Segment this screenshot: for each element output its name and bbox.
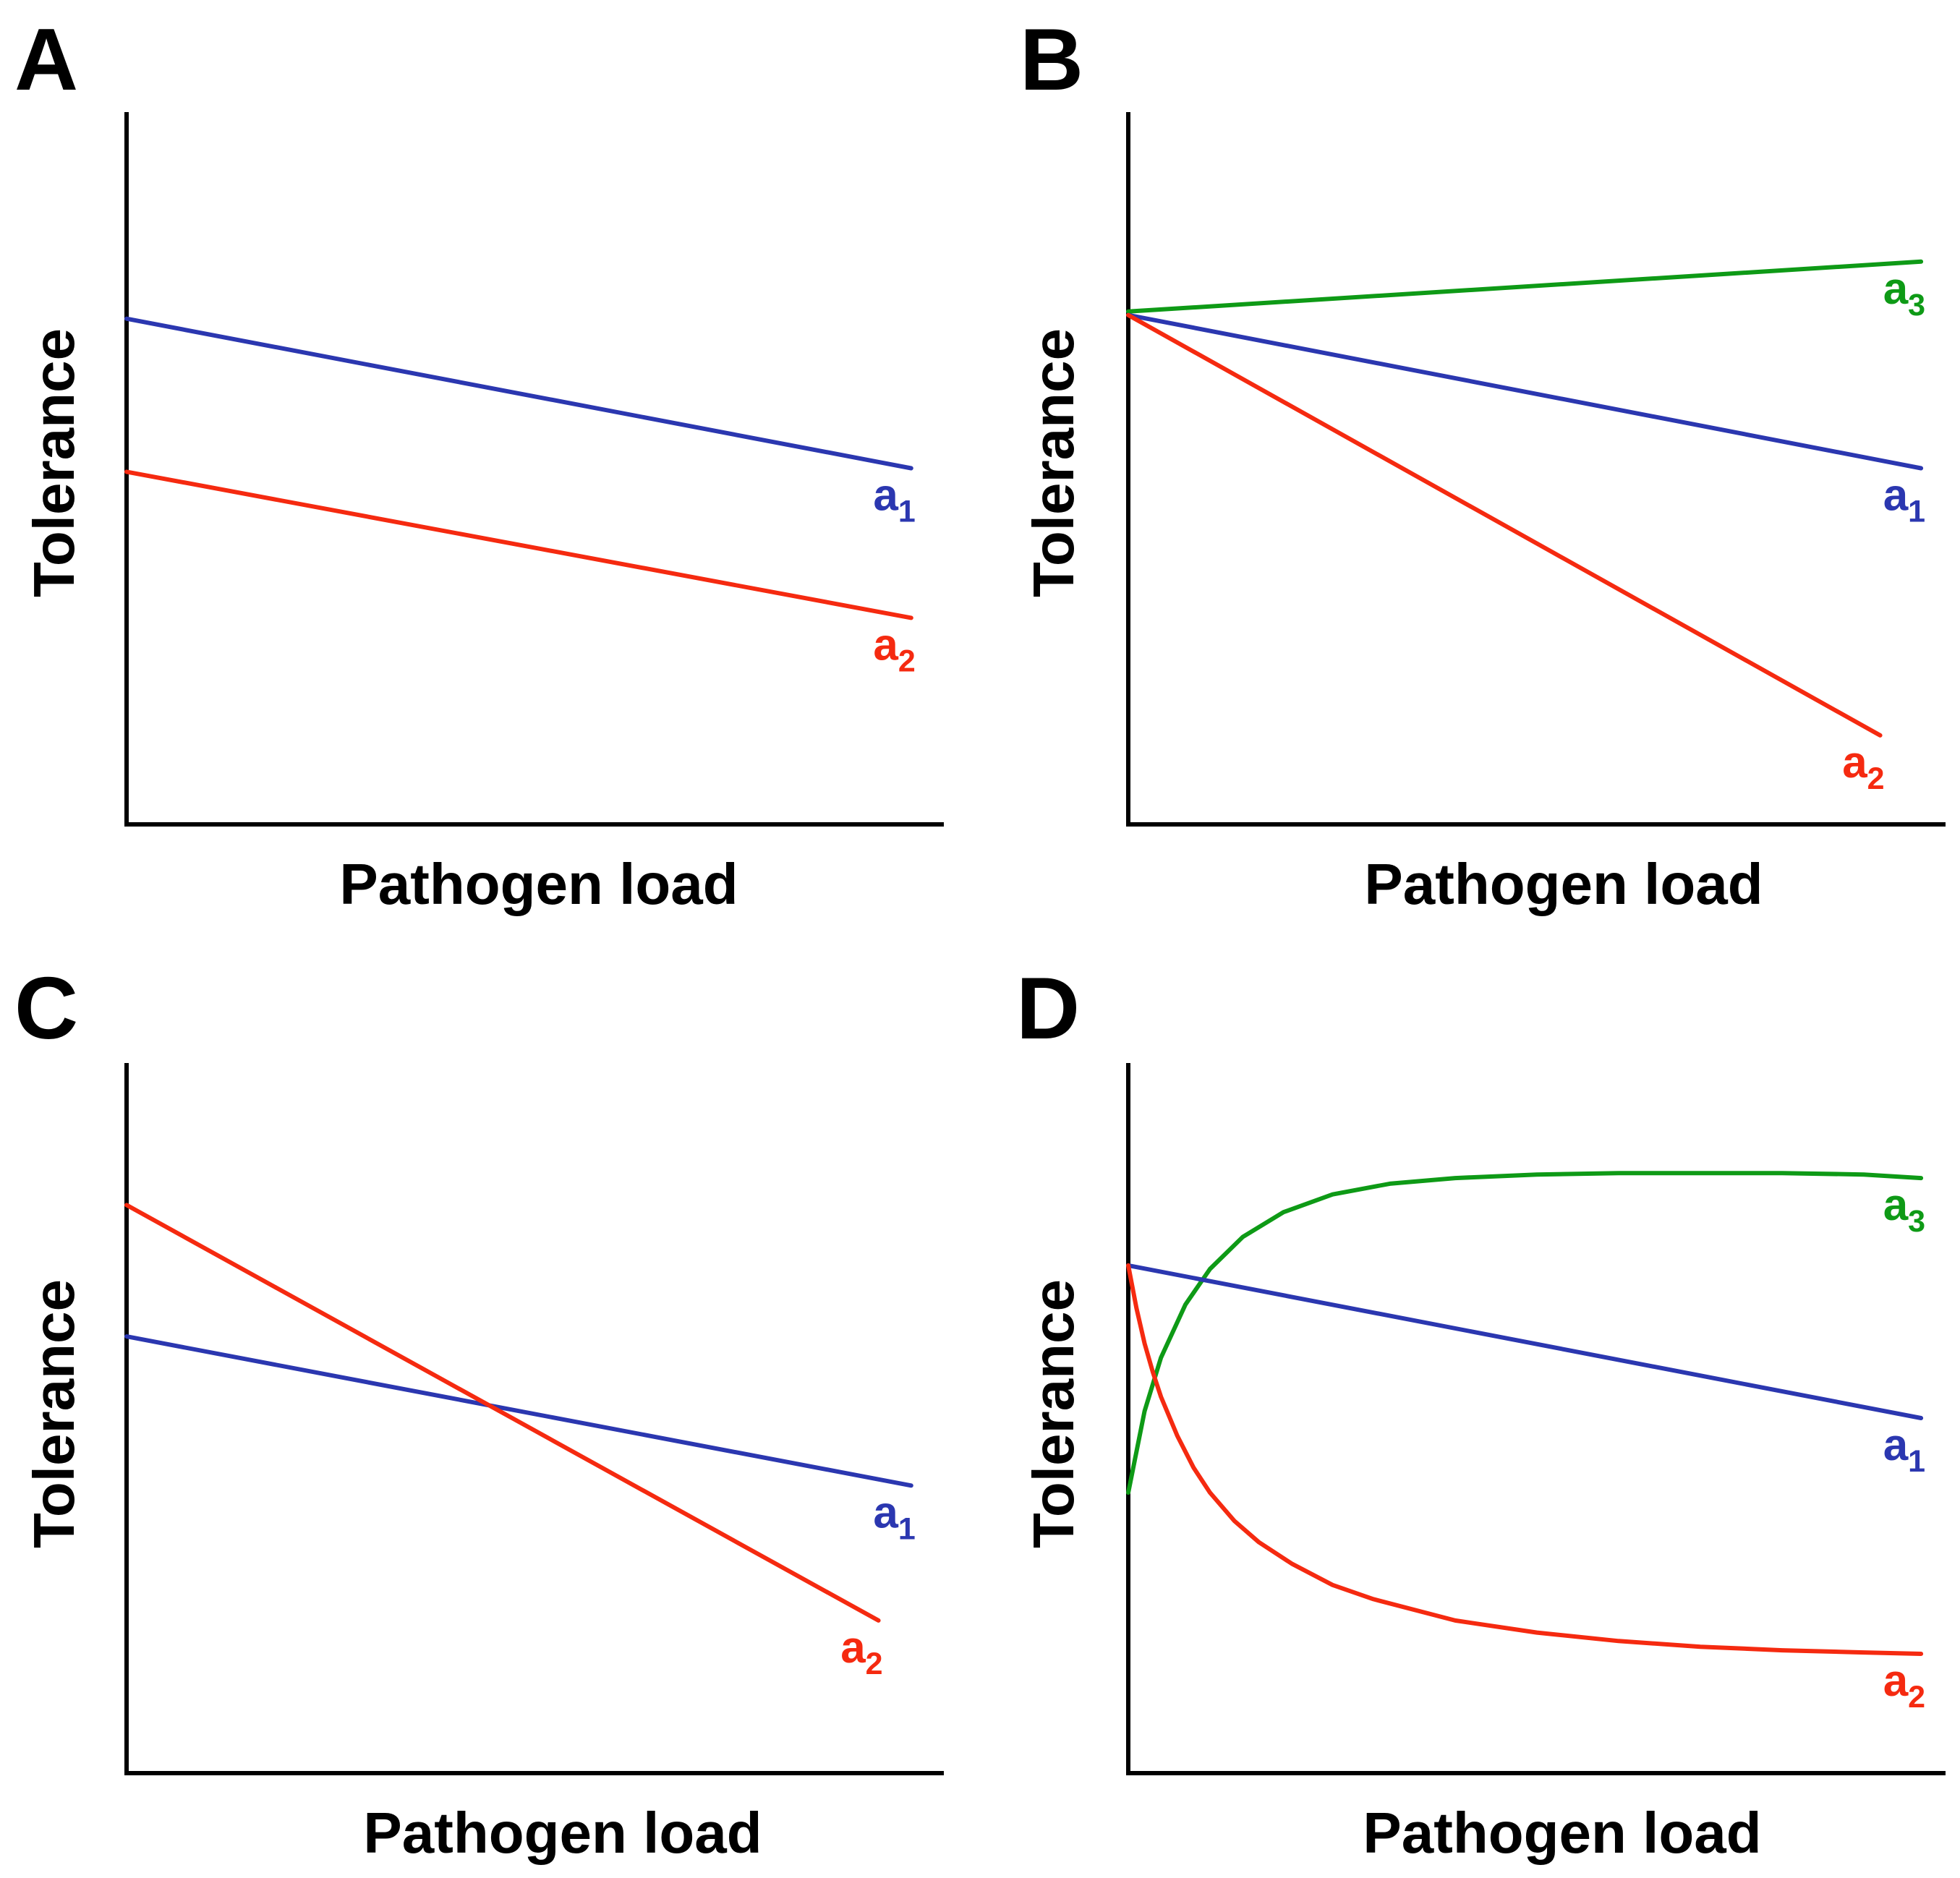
series-line-b-a2 bbox=[1126, 312, 1883, 738]
series-label-b-a2: a2 bbox=[1842, 738, 1884, 796]
panel-letter-c: C bbox=[14, 959, 78, 1057]
x-axis-title-b: Pathogen load bbox=[1364, 852, 1763, 916]
series-label-subscript-b-a3: 3 bbox=[1908, 288, 1925, 323]
axes-c bbox=[124, 1063, 944, 1775]
panel-letter-a: A bbox=[14, 10, 78, 108]
axes-a bbox=[124, 112, 944, 827]
y-axis-title-d: Tolerance bbox=[1021, 1279, 1086, 1548]
x-axis-title-c: Pathogen load bbox=[363, 1801, 762, 1865]
panel-letter-d: D bbox=[1016, 959, 1080, 1057]
series-label-subscript-d-a2: 2 bbox=[1908, 1680, 1925, 1715]
series-label-b-a1: a1 bbox=[1883, 471, 1925, 529]
panel-d: D Pathogen load Tolerance a3 a1 a2 bbox=[1016, 959, 1946, 1865]
series-group-b: a3 a1 a2 bbox=[1126, 259, 1925, 796]
series-label-b-a3: a3 bbox=[1883, 264, 1925, 323]
series-label-a-a2: a2 bbox=[873, 620, 915, 678]
series-label-d-a3: a3 bbox=[1883, 1180, 1925, 1239]
series-line-a-a1 bbox=[124, 316, 913, 471]
series-label-subscript-d-a1: 1 bbox=[1908, 1444, 1925, 1479]
series-label-subscript-c-a2: 2 bbox=[866, 1647, 883, 1681]
y-axis-title-b: Tolerance bbox=[1021, 328, 1086, 597]
series-label-subscript-a-a1: 1 bbox=[898, 495, 916, 529]
series-group-c: a1 a2 bbox=[124, 1203, 916, 1681]
series-label-subscript-c-a1: 1 bbox=[898, 1511, 916, 1546]
series-line-a-a2 bbox=[124, 469, 913, 620]
series-label-c-a1: a1 bbox=[873, 1488, 915, 1546]
series-line-c-a1 bbox=[124, 1334, 913, 1488]
x-axis-title-a: Pathogen load bbox=[339, 852, 738, 916]
panel-c: C Pathogen load Tolerance a1 a2 bbox=[14, 959, 944, 1865]
series-label-subscript-d-a3: 3 bbox=[1908, 1204, 1925, 1239]
panel-letter-b: B bbox=[1020, 10, 1083, 108]
axes-b bbox=[1126, 112, 1946, 827]
series-line-d-a1 bbox=[1126, 1263, 1924, 1420]
series-label-subscript-b-a2: 2 bbox=[1867, 761, 1885, 796]
panel-a: A Pathogen load Tolerance a1 a2 bbox=[14, 10, 944, 916]
series-line-c-a2 bbox=[124, 1203, 881, 1623]
panel-b: B Pathogen load Tolerance a3 a1 a2 bbox=[1020, 10, 1946, 916]
y-axis-title-c: Tolerance bbox=[22, 1279, 86, 1548]
series-group-a: a1 a2 bbox=[124, 316, 916, 678]
series-label-a-a1: a1 bbox=[873, 471, 915, 529]
series-label-d-a1: a1 bbox=[1883, 1420, 1925, 1479]
axes-d bbox=[1126, 1063, 1946, 1775]
series-group-d: a3 a1 a2 bbox=[1126, 1171, 1925, 1715]
series-label-c-a2: a2 bbox=[840, 1623, 882, 1681]
series-label-d-a2: a2 bbox=[1883, 1656, 1925, 1715]
series-line-d-a2 bbox=[1126, 1263, 1924, 1656]
series-line-b-a1 bbox=[1126, 312, 1924, 471]
series-line-d-a3 bbox=[1126, 1171, 1924, 1495]
x-axis-title-d: Pathogen load bbox=[1363, 1801, 1761, 1865]
series-label-subscript-b-a1: 1 bbox=[1908, 495, 1925, 529]
y-axis-title-a: Tolerance bbox=[22, 328, 86, 597]
series-line-b-a3 bbox=[1126, 259, 1924, 314]
series-label-subscript-a-a2: 2 bbox=[898, 644, 916, 678]
